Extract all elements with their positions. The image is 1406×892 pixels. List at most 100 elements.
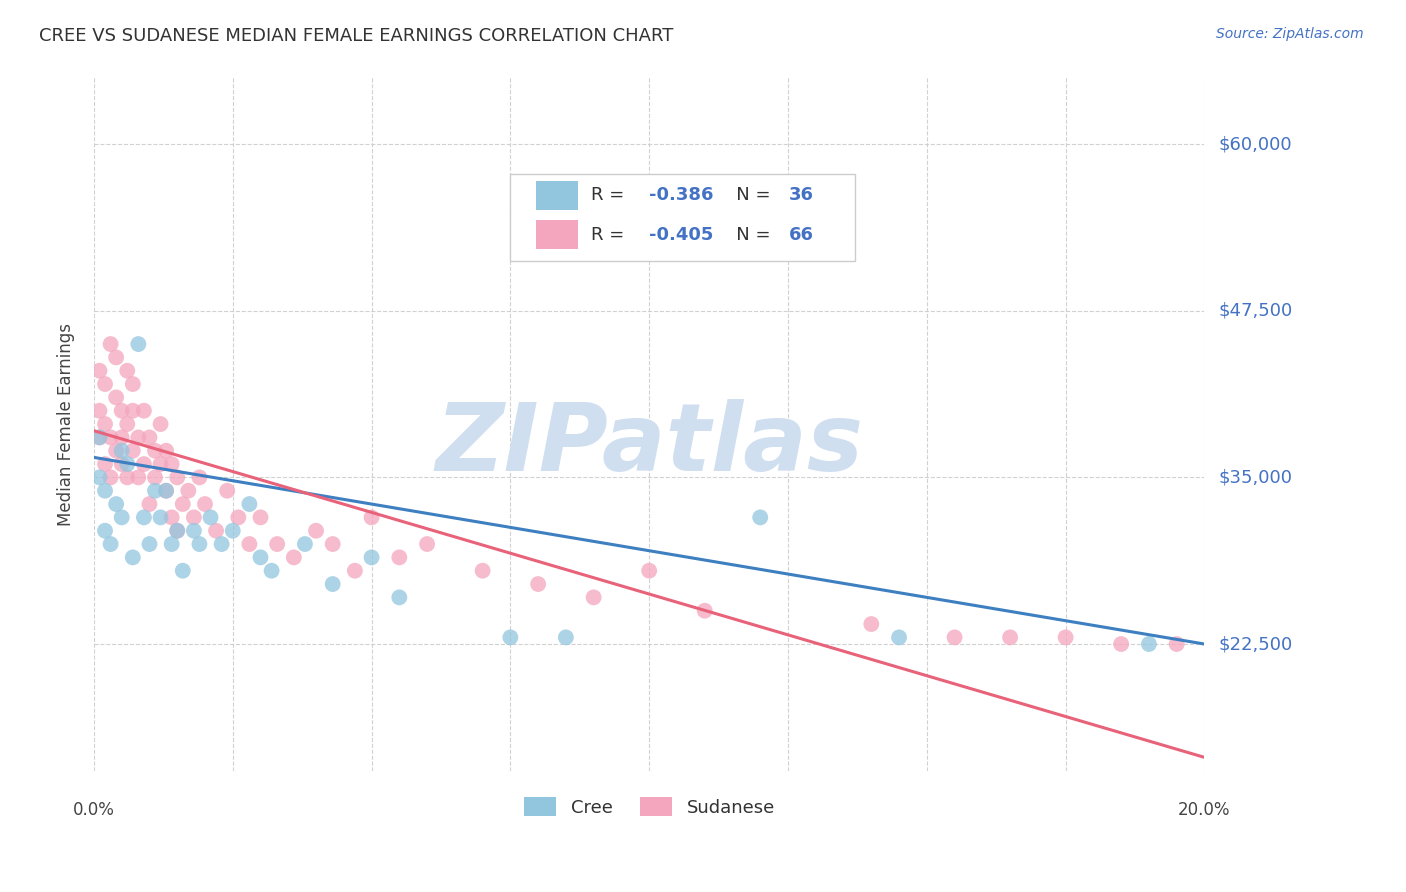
Text: $60,000: $60,000 <box>1219 135 1292 153</box>
Point <box>177 483 200 498</box>
Point <box>121 550 143 565</box>
Point <box>693 604 716 618</box>
Text: ZIPatlas: ZIPatlas <box>434 399 863 491</box>
Point <box>172 497 194 511</box>
Point <box>1137 637 1160 651</box>
Point <box>105 497 128 511</box>
Point <box>89 470 111 484</box>
Point <box>322 577 344 591</box>
Point <box>1109 637 1132 651</box>
Point <box>388 550 411 565</box>
Point <box>155 443 177 458</box>
FancyBboxPatch shape <box>536 181 578 210</box>
Point <box>94 524 117 538</box>
Point <box>89 430 111 444</box>
Point <box>138 537 160 551</box>
Point <box>111 457 134 471</box>
Point <box>582 591 605 605</box>
Text: 36: 36 <box>789 186 814 204</box>
Text: -0.405: -0.405 <box>650 226 714 244</box>
Point <box>127 430 149 444</box>
Point <box>998 631 1021 645</box>
Point <box>249 550 271 565</box>
Point <box>188 470 211 484</box>
Text: R =: R = <box>592 186 630 204</box>
Point <box>105 351 128 365</box>
Point <box>121 403 143 417</box>
Point <box>166 524 188 538</box>
Point <box>943 631 966 645</box>
Point <box>194 497 217 511</box>
Point <box>89 364 111 378</box>
Point <box>160 457 183 471</box>
Text: CREE VS SUDANESE MEDIAN FEMALE EARNINGS CORRELATION CHART: CREE VS SUDANESE MEDIAN FEMALE EARNINGS … <box>39 27 673 45</box>
Point <box>100 470 122 484</box>
Point <box>100 430 122 444</box>
Point <box>183 524 205 538</box>
Point <box>143 483 166 498</box>
Point <box>305 524 328 538</box>
Point <box>172 564 194 578</box>
Point <box>94 457 117 471</box>
Point <box>127 337 149 351</box>
Point <box>132 457 155 471</box>
Text: Source: ZipAtlas.com: Source: ZipAtlas.com <box>1216 27 1364 41</box>
Point <box>117 470 139 484</box>
Point <box>105 443 128 458</box>
Point <box>100 337 122 351</box>
Point <box>94 377 117 392</box>
Point <box>132 403 155 417</box>
Point <box>111 443 134 458</box>
Point <box>143 470 166 484</box>
Point <box>121 377 143 392</box>
Text: N =: N = <box>718 186 776 204</box>
Point <box>388 591 411 605</box>
Point <box>360 550 382 565</box>
Point <box>205 524 228 538</box>
Point <box>111 430 134 444</box>
Point <box>188 537 211 551</box>
Point <box>155 483 177 498</box>
Legend: Cree, Sudanese: Cree, Sudanese <box>516 790 782 824</box>
Point <box>1166 637 1188 651</box>
FancyBboxPatch shape <box>536 220 578 250</box>
Text: 66: 66 <box>789 226 814 244</box>
Text: 20.0%: 20.0% <box>1178 801 1230 819</box>
Text: 0.0%: 0.0% <box>73 801 115 819</box>
Point <box>94 483 117 498</box>
Text: R =: R = <box>592 226 630 244</box>
Point <box>143 443 166 458</box>
Point <box>226 510 249 524</box>
Text: $47,500: $47,500 <box>1219 301 1292 319</box>
Point <box>138 497 160 511</box>
Point <box>554 631 576 645</box>
Point <box>249 510 271 524</box>
Text: N =: N = <box>718 226 776 244</box>
Point <box>166 470 188 484</box>
Point <box>138 430 160 444</box>
Point <box>499 631 522 645</box>
Point <box>121 443 143 458</box>
Point <box>111 403 134 417</box>
Point <box>117 457 139 471</box>
Point <box>343 564 366 578</box>
Point <box>211 537 233 551</box>
Point <box>89 403 111 417</box>
Point <box>117 417 139 431</box>
Point <box>360 510 382 524</box>
Point <box>127 470 149 484</box>
Point <box>1054 631 1077 645</box>
Text: $22,500: $22,500 <box>1219 635 1292 653</box>
Point <box>638 564 661 578</box>
Point <box>238 537 260 551</box>
Point <box>294 537 316 551</box>
Point <box>749 510 772 524</box>
Point <box>149 510 172 524</box>
Point <box>89 430 111 444</box>
Point <box>155 483 177 498</box>
Point <box>105 391 128 405</box>
Point <box>117 364 139 378</box>
Point <box>200 510 222 524</box>
Point <box>183 510 205 524</box>
Point <box>166 524 188 538</box>
